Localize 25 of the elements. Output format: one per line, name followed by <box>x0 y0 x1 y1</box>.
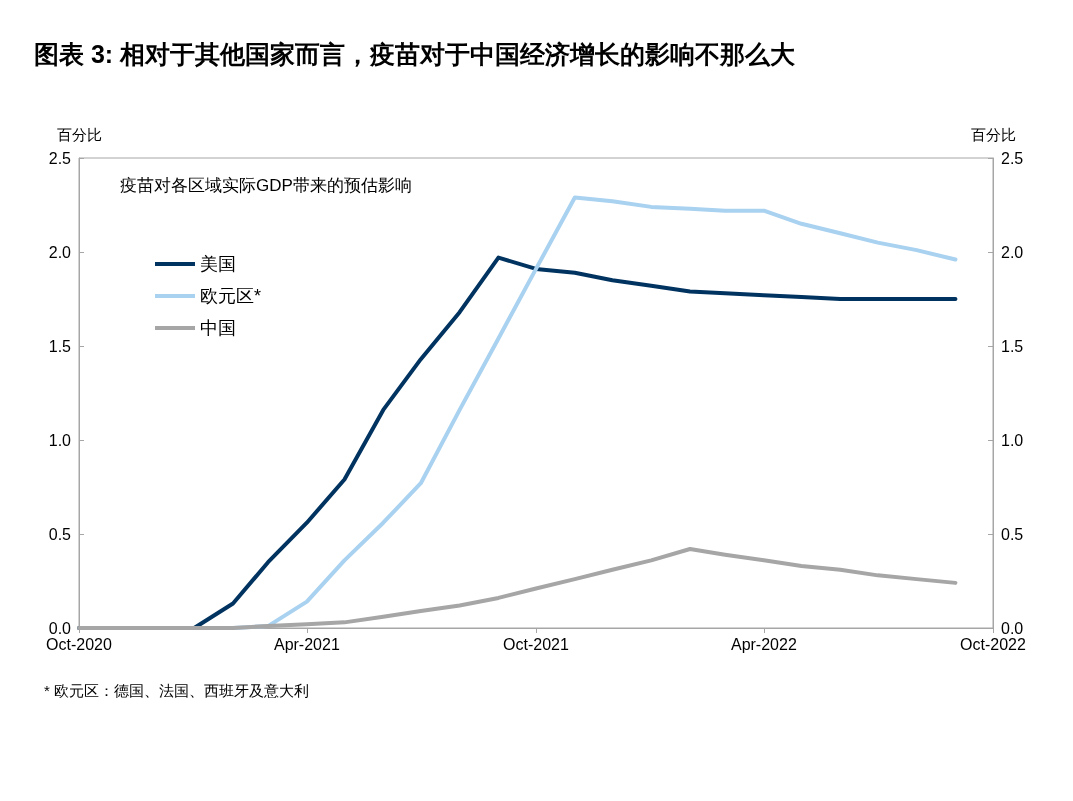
x-tick-label: Apr-2021 <box>273 635 340 653</box>
x-tick-label: Oct-2020 <box>46 635 113 653</box>
y-tick-label: 0.0 <box>48 619 72 637</box>
x-tick-label: Apr-2022 <box>730 635 797 653</box>
y-tick-label: 1.0 <box>48 431 72 449</box>
y-axis-title: 百分比 <box>56 126 102 143</box>
y-tick-label: 0.5 <box>48 525 72 543</box>
y2-tick-label: 2.5 <box>1001 149 1024 167</box>
y-tick-label: 2.5 <box>48 149 72 167</box>
y2-tick-label: 2.0 <box>1001 243 1024 261</box>
y2-axis-title: 百分比 <box>970 126 1016 143</box>
y2-tick-label: 0.5 <box>1001 525 1024 543</box>
legend-label: 欧元区* <box>200 286 262 306</box>
legend-label: 中国 <box>200 318 236 338</box>
y2-tick-label: 0.0 <box>1001 619 1024 637</box>
text: 疫苗对各区域实际GDP带来的预估影响 <box>120 176 412 195</box>
y2-tick-label: 1.5 <box>1001 337 1024 355</box>
legend-label: 美国 <box>200 254 236 274</box>
text: * 欧元区：德国、法国、西班牙及意大利 <box>44 682 310 701</box>
chart-title: 图表 3: 相对于其他国家而言，疫苗对于中国经济增长的影响不那么大 <box>34 39 796 70</box>
y-tick-label: 2.0 <box>48 243 72 261</box>
y2-tick-label: 1.0 <box>1001 431 1024 449</box>
x-tick-label: Oct-2022 <box>960 635 1027 653</box>
y-tick-label: 1.5 <box>48 337 72 355</box>
x-tick-label: Oct-2021 <box>503 635 570 653</box>
